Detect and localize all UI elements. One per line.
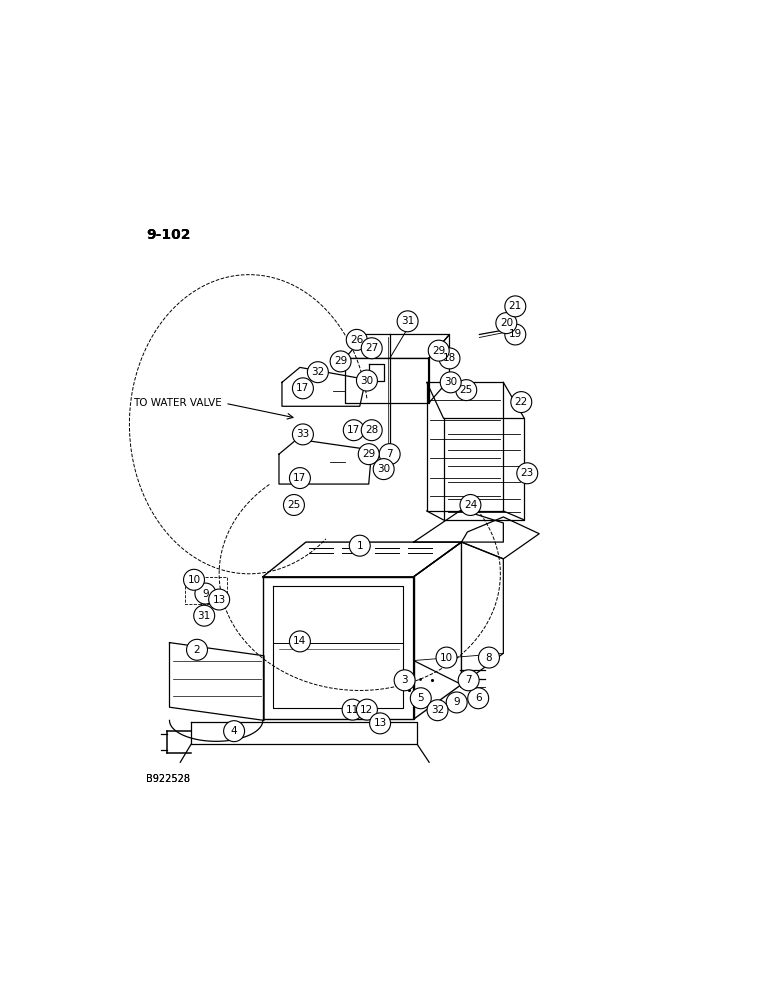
Circle shape: [330, 351, 351, 372]
Circle shape: [290, 631, 310, 652]
Text: 25: 25: [287, 500, 300, 510]
Circle shape: [496, 313, 516, 334]
Text: 27: 27: [365, 343, 378, 353]
Circle shape: [397, 311, 418, 332]
Text: 13: 13: [212, 595, 225, 605]
Text: 3: 3: [401, 675, 408, 685]
Circle shape: [410, 688, 432, 709]
Circle shape: [370, 713, 391, 734]
Circle shape: [194, 605, 215, 626]
Text: 22: 22: [515, 397, 528, 407]
Text: B922528: B922528: [146, 774, 190, 784]
Text: 9-102: 9-102: [146, 228, 191, 242]
Text: 18: 18: [443, 353, 456, 363]
Circle shape: [440, 372, 461, 393]
Text: 31: 31: [401, 316, 415, 326]
Text: 20: 20: [499, 318, 513, 328]
Text: 9-102: 9-102: [146, 228, 191, 242]
Circle shape: [290, 468, 310, 489]
Text: 11: 11: [346, 705, 359, 715]
Text: 9: 9: [453, 697, 460, 707]
Circle shape: [187, 639, 208, 660]
Circle shape: [344, 420, 364, 441]
Text: 17: 17: [293, 473, 306, 483]
Text: 1: 1: [357, 541, 363, 551]
Circle shape: [511, 392, 532, 413]
Circle shape: [361, 338, 382, 359]
Circle shape: [394, 670, 415, 691]
Circle shape: [379, 444, 400, 465]
Text: 29: 29: [362, 449, 375, 459]
Text: 17: 17: [296, 383, 310, 393]
Text: 14: 14: [293, 636, 306, 646]
Text: 12: 12: [361, 705, 374, 715]
Text: B922528: B922528: [146, 774, 190, 784]
Circle shape: [293, 378, 313, 399]
Text: 8: 8: [486, 653, 493, 663]
Circle shape: [427, 700, 448, 721]
Circle shape: [439, 348, 460, 369]
Text: 24: 24: [464, 500, 477, 510]
Circle shape: [361, 420, 382, 441]
Circle shape: [505, 324, 526, 345]
Circle shape: [460, 495, 481, 515]
Circle shape: [436, 647, 457, 668]
Text: 10: 10: [188, 575, 201, 585]
Text: 30: 30: [377, 464, 391, 474]
Text: 28: 28: [365, 425, 378, 435]
Text: 9: 9: [202, 589, 208, 599]
Text: 7: 7: [386, 449, 393, 459]
Circle shape: [373, 459, 394, 480]
Text: 30: 30: [361, 376, 374, 386]
Text: 21: 21: [509, 301, 522, 311]
Text: 4: 4: [231, 726, 238, 736]
Text: 29: 29: [334, 356, 347, 366]
Text: 33: 33: [296, 429, 310, 439]
Circle shape: [357, 699, 378, 720]
Circle shape: [307, 362, 328, 383]
Circle shape: [428, 340, 449, 361]
Circle shape: [505, 296, 526, 317]
Circle shape: [446, 692, 467, 713]
Circle shape: [224, 721, 245, 742]
Circle shape: [468, 688, 489, 709]
Circle shape: [458, 670, 479, 691]
Text: 31: 31: [198, 611, 211, 621]
Text: 32: 32: [311, 367, 324, 377]
Text: 6: 6: [475, 693, 482, 703]
Circle shape: [347, 329, 367, 350]
Text: 32: 32: [431, 705, 444, 715]
Text: 25: 25: [459, 385, 473, 395]
Text: 30: 30: [444, 377, 457, 387]
Text: 2: 2: [194, 645, 200, 655]
Circle shape: [342, 699, 363, 720]
Text: 26: 26: [350, 335, 364, 345]
Text: 13: 13: [374, 718, 387, 728]
Circle shape: [184, 569, 205, 590]
Circle shape: [283, 495, 304, 515]
Circle shape: [455, 380, 477, 401]
Circle shape: [293, 424, 313, 445]
Circle shape: [195, 583, 216, 604]
Circle shape: [479, 647, 499, 668]
Circle shape: [357, 370, 378, 391]
Text: 23: 23: [520, 468, 534, 478]
Circle shape: [516, 463, 538, 484]
Text: TO WATER VALVE: TO WATER VALVE: [134, 398, 222, 408]
Text: 19: 19: [509, 329, 522, 339]
Text: 29: 29: [432, 346, 445, 356]
Circle shape: [208, 589, 229, 610]
Text: 7: 7: [466, 675, 472, 685]
Text: 17: 17: [347, 425, 361, 435]
Circle shape: [358, 444, 379, 465]
Text: 10: 10: [440, 653, 453, 663]
Text: 5: 5: [418, 693, 424, 703]
Circle shape: [349, 535, 371, 556]
